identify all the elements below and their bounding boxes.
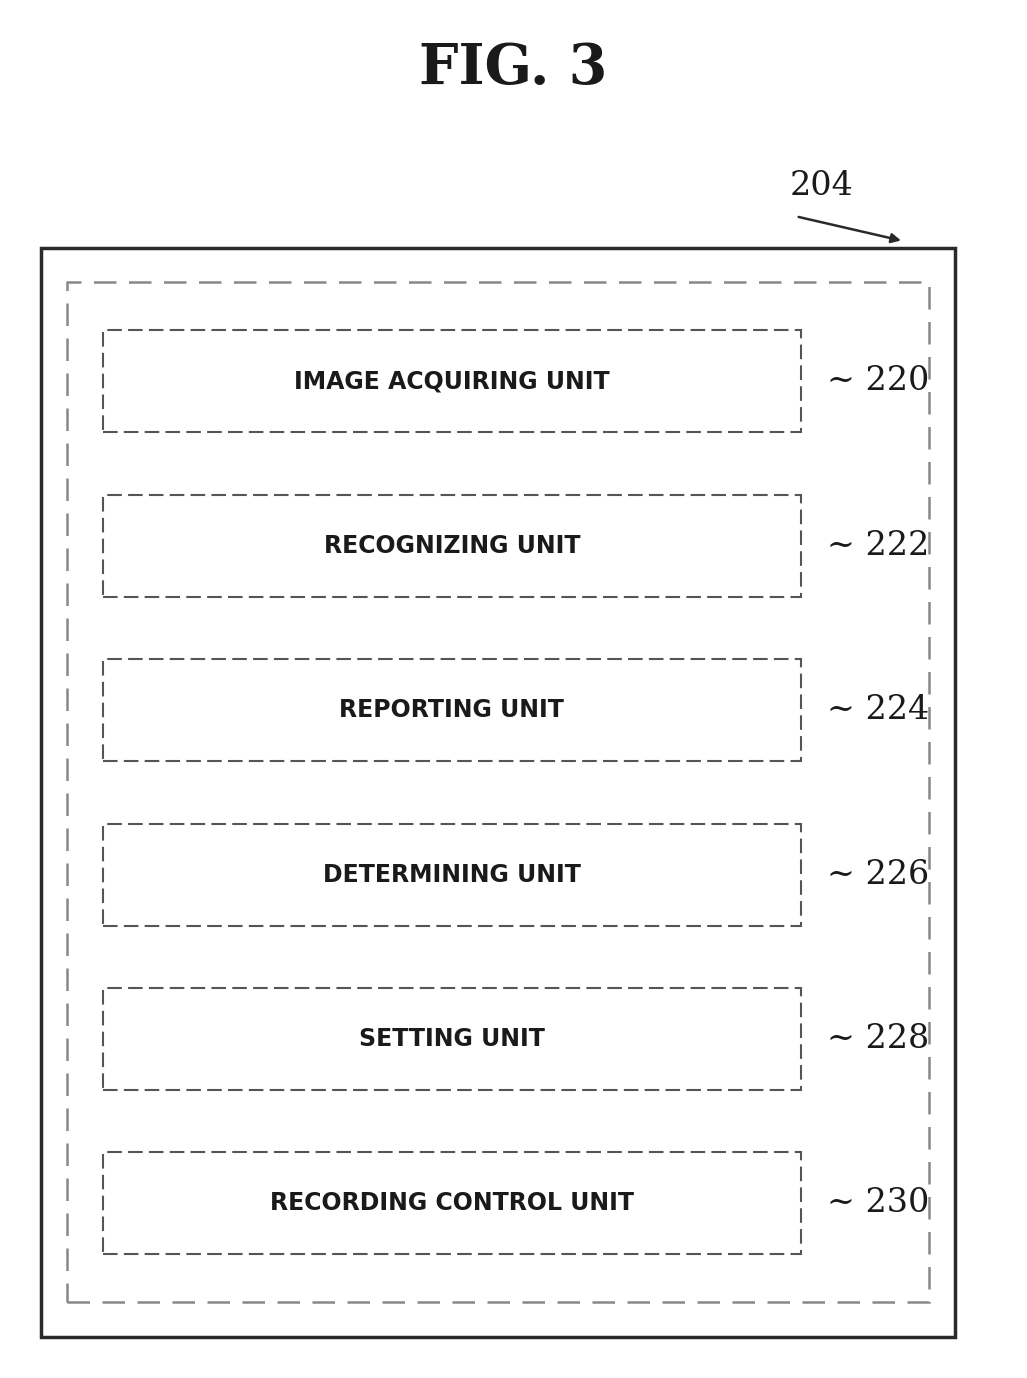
Bar [103, 1152, 801, 1254]
Text: 204: 204 [790, 169, 853, 203]
Bar [103, 495, 801, 597]
Text: RECOGNIZING UNIT: RECOGNIZING UNIT [324, 533, 580, 558]
Bar [103, 331, 801, 433]
Text: DETERMINING UNIT: DETERMINING UNIT [322, 863, 581, 886]
Bar [67, 282, 929, 1302]
Text: IMAGE ACQUIRING UNIT: IMAGE ACQUIRING UNIT [294, 369, 610, 393]
Bar [103, 659, 801, 761]
Text: ~ 220: ~ 220 [827, 365, 929, 397]
Text: ~ 226: ~ 226 [827, 858, 929, 890]
Text: RECORDING CONTROL UNIT: RECORDING CONTROL UNIT [270, 1192, 634, 1215]
Text: ~ 224: ~ 224 [827, 695, 928, 726]
Text: ~ 222: ~ 222 [827, 529, 929, 562]
Bar [103, 988, 801, 1090]
Text: SETTING UNIT: SETTING UNIT [359, 1027, 544, 1051]
Text: REPORTING UNIT: REPORTING UNIT [340, 699, 564, 722]
Text: FIG. 3: FIG. 3 [419, 41, 608, 96]
Bar [103, 824, 801, 926]
Text: ~ 228: ~ 228 [827, 1022, 929, 1056]
Bar [41, 248, 955, 1337]
Text: ~ 230: ~ 230 [827, 1188, 929, 1220]
